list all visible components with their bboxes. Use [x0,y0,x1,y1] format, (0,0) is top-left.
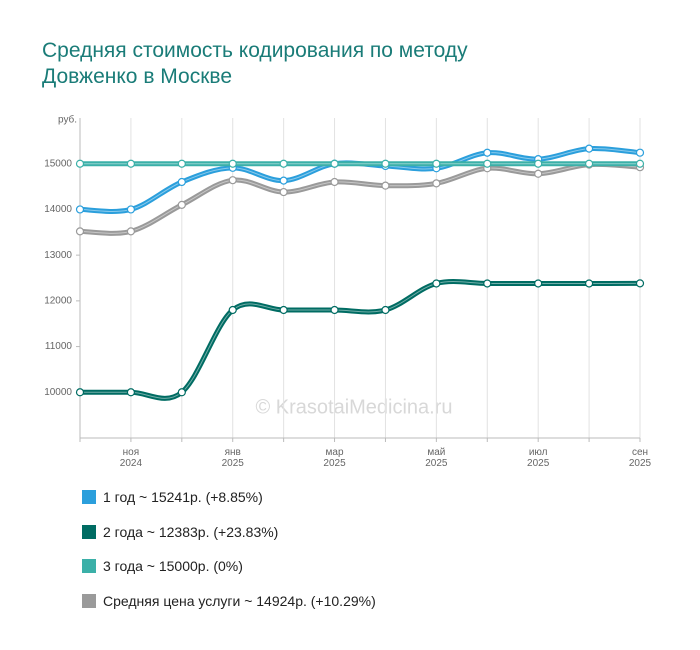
data-point [75,205,85,214]
data-point [330,305,339,315]
y-tick-label: 10000 [44,387,72,398]
legend-swatch [82,490,96,504]
data-point [126,205,136,214]
data-point [177,388,186,397]
y-tick-label: 15000 [44,158,72,169]
x-tick-label: сен 2025 [628,447,652,469]
data-point [75,227,85,236]
data-point [279,305,288,315]
legend-item: Средняя цена услуги ~ 14924р. (+10.29%) [82,593,376,609]
data-point [584,159,594,168]
series-line-highlight [79,163,641,234]
data-point [228,176,237,185]
data-point [381,305,390,315]
data-point [432,159,441,168]
data-point [330,159,339,168]
data-point [126,227,136,236]
data-point [228,305,237,315]
x-tick-label: ноя 2024 [119,447,143,469]
data-point [177,177,186,187]
x-tick-label: июл 2025 [527,447,550,469]
data-point [534,279,543,288]
legend-item: 1 год ~ 15241р. (+8.85%) [82,489,263,505]
data-point [432,279,441,288]
data-point [279,176,288,185]
legend-label: Средняя цена услуги ~ 14924р. (+10.29%) [103,592,376,609]
data-point [635,148,645,157]
series-line [79,279,641,401]
legend-item: 2 года ~ 12383р. (+23.83%) [82,524,278,540]
data-point [534,169,543,178]
legend-swatch [82,559,96,573]
y-tick-label: 11000 [45,341,73,352]
data-point [279,187,288,197]
series-line [79,161,641,236]
data-point [381,159,390,168]
y-axis-label: руб. [58,114,77,126]
data-point [381,181,390,190]
data-point [177,200,186,209]
data-point [177,159,186,168]
data-point [126,388,136,397]
data-point [635,279,645,288]
chart-title: Средняя стоимость кодирования по методу … [42,39,468,88]
legend-item: 3 года ~ 15000р. (0%) [82,558,243,574]
data-point [126,159,136,168]
data-point [584,144,594,153]
series-line-highlight [79,281,641,399]
data-point [483,279,492,288]
data-point [584,279,594,288]
y-tick-label: 14000 [44,204,72,215]
x-tick-label: май 2025 [425,447,448,469]
y-tick-label: 12000 [44,295,72,306]
data-point [330,177,339,187]
x-tick-label: мар 2025 [323,447,346,469]
legend-swatch [82,524,96,539]
series-line [79,145,641,214]
y-tick-label: 13000 [44,250,72,261]
data-point [432,179,441,188]
data-point [75,388,85,397]
x-tick-label: янв 2025 [221,447,244,469]
legend-label: 1 год ~ 15241р. (+8.85%) [103,489,263,505]
watermark: © KrasotaiMedicina.ru [255,396,452,418]
data-point [75,159,85,168]
data-point [483,159,492,168]
legend-label: 3 года ~ 15000р. (0%) [103,558,243,574]
data-point [279,159,288,168]
data-point [483,148,492,157]
legend-label: 2 года ~ 12383р. (+23.83%) [103,523,279,540]
data-point [635,159,645,168]
legend-swatch [82,593,96,608]
data-point [228,159,237,168]
data-point [534,159,543,168]
